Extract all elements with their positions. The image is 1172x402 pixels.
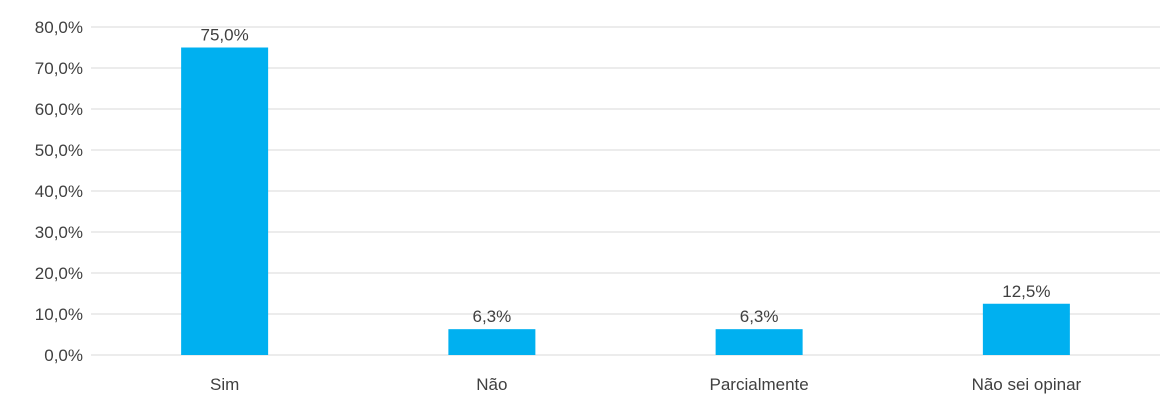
x-axis-tick-labels: Sim Não Parcialmente Não sei opinar <box>210 375 1082 394</box>
data-label: 6,3% <box>740 307 779 326</box>
y-tick-label: 50,0% <box>35 141 83 160</box>
y-tick-label: 20,0% <box>35 264 83 283</box>
data-label: 6,3% <box>473 307 512 326</box>
y-tick-label: 60,0% <box>35 100 83 119</box>
data-label: 12,5% <box>1002 282 1050 301</box>
x-tick-label: Sim <box>210 375 239 394</box>
x-tick-label: Não <box>476 375 507 394</box>
y-tick-label: 0,0% <box>44 346 83 365</box>
data-label: 75,0% <box>201 26 249 45</box>
y-tick-label: 30,0% <box>35 223 83 242</box>
bar <box>181 47 269 355</box>
x-tick-label: Parcialmente <box>710 375 809 394</box>
y-tick-label: 40,0% <box>35 182 83 201</box>
y-axis-tick-labels: 0,0% 10,0% 20,0% 30,0% 40,0% 50,0% 60,0% 70,0% 8… <box>35 18 83 365</box>
y-tick-label: 70,0% <box>35 59 83 78</box>
data-labels: 75,0% 6,3% 6,3% 12,5% <box>201 26 1051 327</box>
bar <box>982 303 1070 355</box>
x-tick-label: Não sei opinar <box>972 375 1082 394</box>
gridlines <box>91 26 1160 356</box>
y-tick-label: 80,0% <box>35 18 83 37</box>
y-tick-label: 10,0% <box>35 305 83 324</box>
bars <box>181 47 1070 355</box>
bar <box>448 329 536 355</box>
bar <box>715 329 803 355</box>
